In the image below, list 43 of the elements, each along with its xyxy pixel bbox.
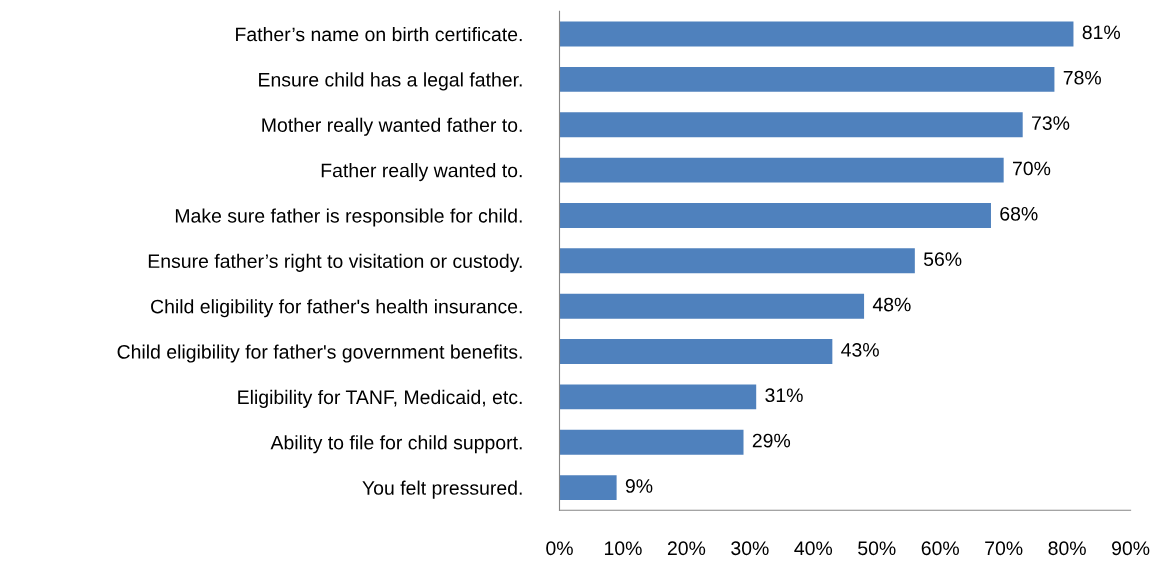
y-tick-label: Make sure father is responsible for child. [175, 208, 522, 227]
bar [559, 248, 915, 274]
x-tick-label: 50% [858, 541, 896, 556]
data-label: 29% [752, 433, 791, 448]
data-label: 56% [923, 252, 962, 267]
bar [559, 475, 617, 501]
data-label: 73% [1032, 116, 1070, 130]
bar [559, 112, 1023, 138]
x-tick-label: 0% [546, 541, 573, 556]
y-tick-label: Mother really wanted father to. [262, 117, 522, 136]
y-tick-label: Eligibility for TANF, Medicaid, etc. [238, 389, 522, 408]
x-tick-label: 90% [1112, 541, 1150, 556]
bar [559, 202, 991, 228]
y-tick-label: Ensure father’s right to visitation or custody. [148, 253, 522, 272]
bar [559, 21, 1074, 47]
bar [559, 293, 865, 319]
bar [559, 339, 833, 365]
y-tick-label: Ability to file for child support. [270, 435, 522, 454]
data-label: 70% [1012, 161, 1051, 176]
x-tick-label: 80% [1048, 541, 1086, 556]
y-tick-label: You felt pressured. [362, 480, 522, 499]
data-label: 31% [765, 388, 803, 403]
x-tick-label: 70% [985, 541, 1023, 556]
y-tick-label: Child eligibility for father's government benefits. [117, 344, 522, 363]
data-label: 68% [1000, 206, 1038, 221]
y-tick-label: Child eligibility for father's health insurance. [151, 299, 522, 318]
y-tick-label: Father’s name on birth certificate. [236, 26, 522, 42]
x-tick-label: 10% [604, 541, 642, 556]
x-tick-label: 30% [731, 541, 769, 556]
x-tick-label: 60% [921, 541, 959, 556]
data-label: 81% [1082, 25, 1121, 40]
bar [559, 384, 757, 410]
bar [559, 429, 744, 455]
bar [559, 157, 1004, 183]
x-tick-label: 40% [794, 541, 833, 556]
x-tick-label: 20% [667, 541, 706, 556]
data-label: 43% [841, 342, 879, 357]
data-label: 9% [625, 479, 653, 493]
y-tick-label: Ensure child has a legal father. [259, 72, 522, 91]
data-label: 78% [1063, 70, 1101, 85]
y-tick-label: Father really wanted to. [321, 163, 522, 182]
data-label: 48% [872, 297, 911, 312]
bar [559, 66, 1055, 92]
